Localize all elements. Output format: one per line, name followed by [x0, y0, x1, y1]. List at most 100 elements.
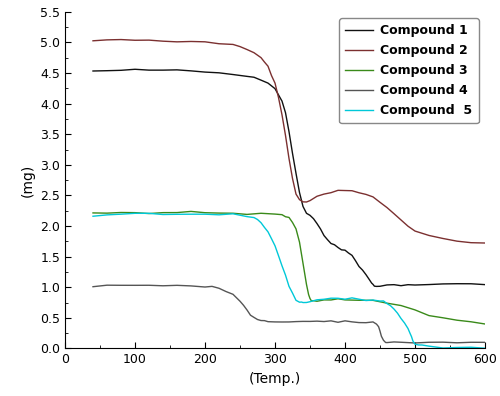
Compound 2	[304, 200, 310, 204]
Compound 2	[282, 133, 288, 138]
Compound 2	[300, 200, 306, 204]
Compound 3	[314, 299, 320, 304]
Compound 2	[454, 239, 460, 244]
Line: Compound 3: Compound 3	[93, 211, 485, 324]
Compound  5	[265, 229, 271, 234]
Compound 2	[237, 44, 243, 49]
Compound 2	[349, 188, 355, 193]
Compound 2	[370, 194, 376, 199]
Compound 3	[244, 212, 250, 217]
Compound 3	[118, 210, 124, 215]
Compound 2	[412, 228, 418, 233]
Compound 2	[335, 188, 341, 193]
Compound 4	[258, 318, 264, 323]
Compound 2	[363, 192, 369, 197]
Compound 3	[440, 315, 446, 320]
Compound  5	[391, 307, 397, 311]
Compound 3	[370, 298, 376, 303]
Line: Compound  5: Compound 5	[93, 213, 485, 348]
Compound 4	[412, 341, 418, 345]
Compound  5	[230, 211, 236, 216]
Compound 2	[188, 39, 194, 44]
Compound  5	[118, 212, 124, 217]
Compound 3	[356, 298, 362, 303]
Compound 3	[174, 210, 180, 215]
Compound 1	[360, 268, 366, 272]
Compound 2	[293, 192, 299, 196]
Compound 2	[244, 47, 250, 52]
Compound 2	[468, 240, 474, 245]
Compound 2	[268, 73, 274, 78]
Compound 2	[262, 60, 268, 65]
Compound 2	[321, 192, 327, 196]
Compound 3	[282, 214, 288, 219]
Compound 2	[314, 194, 320, 199]
Compound 2	[132, 38, 138, 43]
Compound 3	[328, 298, 334, 303]
Compound 3	[426, 313, 432, 318]
Compound 4	[293, 319, 299, 324]
Compound  5	[482, 346, 488, 350]
Compound 4	[160, 284, 166, 288]
Compound 3	[272, 212, 278, 217]
Compound 3	[308, 299, 314, 303]
Compound 3	[398, 303, 404, 308]
Compound 2	[440, 236, 446, 241]
Line: Compound 1: Compound 1	[93, 69, 485, 286]
Compound 2	[258, 55, 264, 60]
Compound 2	[391, 211, 397, 216]
Compound 1	[90, 69, 96, 73]
Compound 2	[356, 190, 362, 195]
Compound 3	[300, 261, 306, 266]
Compound 2	[174, 40, 180, 44]
Compound 2	[290, 176, 296, 181]
Legend: Compound 1, Compound 2, Compound 3, Compound 4, Compound  5: Compound 1, Compound 2, Compound 3, Comp…	[339, 18, 479, 123]
Compound 2	[296, 197, 302, 202]
Compound 1	[118, 68, 124, 73]
Compound 1	[374, 284, 380, 289]
Line: Compound 2: Compound 2	[93, 40, 485, 243]
Compound 2	[342, 188, 348, 193]
Compound 2	[272, 81, 278, 86]
Compound 4	[314, 319, 320, 324]
Compound 3	[188, 209, 194, 214]
Compound  5	[321, 297, 327, 302]
Compound 1	[146, 68, 152, 72]
Compound  5	[90, 214, 96, 219]
Compound 3	[160, 210, 166, 215]
Compound 3	[482, 322, 488, 326]
Compound 1	[482, 282, 488, 287]
Compound 2	[279, 112, 285, 117]
Compound 3	[335, 296, 341, 301]
Compound 3	[307, 296, 313, 301]
Compound 2	[384, 205, 390, 210]
Compound  5	[132, 211, 138, 216]
Compound  5	[188, 212, 194, 217]
Compound 2	[118, 37, 124, 42]
Compound 4	[356, 320, 362, 325]
Compound 2	[328, 190, 334, 195]
Compound 2	[251, 50, 257, 55]
Compound 3	[384, 301, 390, 306]
Compound 3	[132, 210, 138, 215]
Compound 2	[276, 95, 281, 100]
Compound 3	[306, 292, 312, 297]
Compound 3	[321, 297, 327, 302]
Compound 4	[482, 340, 488, 345]
Compound 1	[279, 99, 285, 103]
Compound 3	[304, 282, 310, 287]
Compound 4	[104, 283, 110, 287]
Compound 2	[104, 38, 110, 42]
Compound 2	[230, 42, 236, 47]
Compound 2	[398, 217, 404, 222]
Compound 3	[279, 212, 285, 217]
Compound 3	[412, 308, 418, 312]
Compound 3	[90, 211, 96, 215]
Compound 2	[160, 39, 166, 44]
Compound 2	[405, 224, 411, 228]
Compound 2	[216, 41, 222, 46]
Compound 4	[90, 284, 96, 289]
Compound 2	[482, 241, 488, 246]
Compound 3	[258, 211, 264, 216]
Compound 3	[342, 297, 348, 302]
